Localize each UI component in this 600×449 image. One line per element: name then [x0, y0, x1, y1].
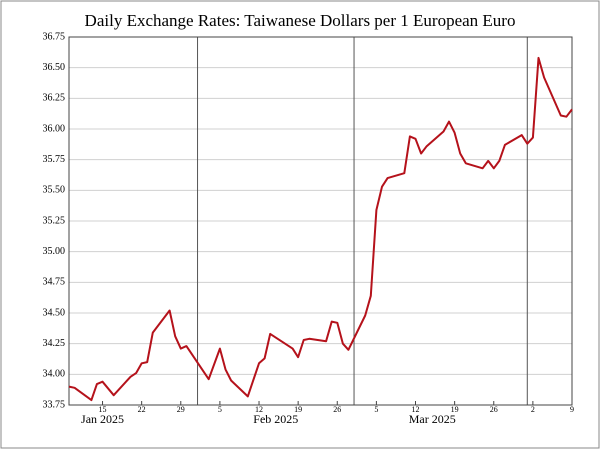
- y-tick-label: 34.25: [43, 338, 66, 349]
- x-tick-label: 19: [294, 405, 302, 414]
- x-tick-label: 5: [218, 405, 222, 414]
- y-tick-label: 36.50: [43, 62, 66, 73]
- x-tick-label: 19: [451, 405, 459, 414]
- y-tick-label: 35.25: [43, 215, 66, 226]
- y-tick-label: 34.50: [43, 307, 66, 318]
- month-label: Mar 2025: [409, 412, 456, 426]
- y-tick-label: 36.25: [43, 93, 66, 104]
- y-tick-label: 36.00: [43, 123, 66, 134]
- chart-title: Daily Exchange Rates: Taiwanese Dollars …: [85, 11, 516, 30]
- y-tick-label: 34.75: [43, 277, 66, 288]
- month-label: Feb 2025: [253, 412, 298, 426]
- x-tick-label: 12: [255, 405, 263, 414]
- y-tick-label: 35.75: [43, 154, 66, 165]
- month-label: Jan 2025: [81, 412, 124, 426]
- x-tick-label: 12: [412, 405, 420, 414]
- y-tick-label: 34.00: [43, 369, 66, 380]
- line: [68, 56, 573, 402]
- y-tick-label: 35.00: [43, 246, 66, 257]
- x-tick-label: 15: [99, 405, 107, 414]
- plot-border: [68, 36, 573, 406]
- x-tick-label: 22: [138, 405, 146, 414]
- x-tick-label: 26: [490, 405, 498, 414]
- x-tick-label: 2: [531, 405, 535, 414]
- x-tick-label: 5: [374, 405, 378, 414]
- x-tick-label: 29: [177, 405, 185, 414]
- x-tick-label: 9: [570, 405, 574, 414]
- y-tick-label: 36.75: [43, 31, 66, 42]
- x-tick-label: 26: [333, 405, 341, 414]
- y-tick-label: 33.75: [43, 399, 66, 410]
- y-tick-label: 35.50: [43, 185, 66, 196]
